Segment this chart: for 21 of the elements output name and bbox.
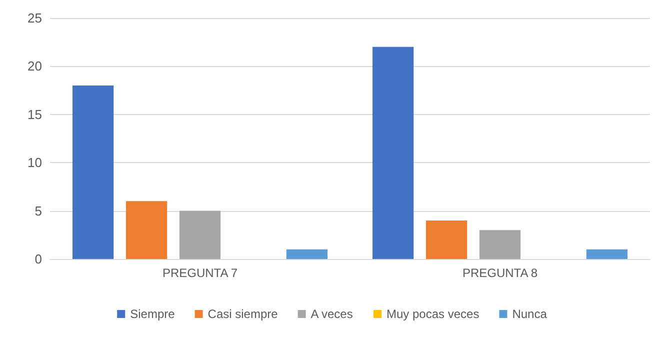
bar bbox=[179, 210, 221, 259]
legend-label: Casi siempre bbox=[208, 307, 278, 321]
y-tick-label: 5 bbox=[34, 203, 42, 218]
legend-label: Nunca bbox=[512, 307, 548, 321]
legend-label: Siempre bbox=[130, 307, 176, 321]
bar bbox=[126, 201, 168, 259]
y-tick-label: 20 bbox=[28, 58, 42, 74]
bar bbox=[72, 85, 114, 259]
bar bbox=[479, 230, 521, 259]
legend-label: A veces bbox=[310, 307, 353, 321]
bar bbox=[286, 249, 328, 259]
y-tick-label: 15 bbox=[28, 106, 42, 122]
bar bbox=[586, 249, 628, 259]
y-tick-label: 25 bbox=[28, 10, 42, 26]
y-tick-label: 0 bbox=[34, 252, 42, 266]
bar bbox=[426, 220, 468, 259]
x-tick-label: PREGUNTA 8 bbox=[462, 266, 538, 280]
bar bbox=[372, 46, 414, 259]
x-tick-label: PREGUNTA 7 bbox=[162, 266, 238, 280]
y-tick-label: 10 bbox=[28, 155, 42, 170]
legend-label: Muy pocas veces bbox=[386, 307, 480, 321]
